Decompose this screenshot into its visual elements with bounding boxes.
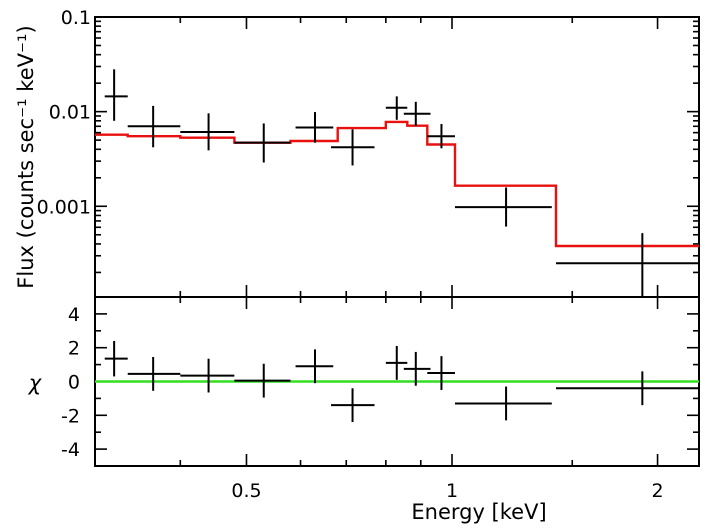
flux-data-point (127, 105, 181, 148)
flux-data-point (403, 101, 431, 126)
x-tick-label: 0.5 (231, 480, 261, 502)
model-step-line (95, 120, 699, 248)
residual-panel: -4 -2 0 2 4 (61, 296, 700, 467)
y-tick-label: 4 (68, 304, 80, 326)
residual-data-point (454, 386, 552, 421)
flux-data-point (295, 112, 334, 143)
chi-axis-label: χ (28, 371, 43, 395)
flux-data-point (331, 129, 375, 166)
residual-data-point (127, 356, 181, 391)
residual-data-point (104, 340, 128, 377)
flux-panel-frame (94, 16, 700, 298)
y-tick-label: -4 (61, 439, 80, 461)
residual-data-point (180, 358, 235, 393)
x-tick-label: 1 (446, 480, 458, 502)
y-tick-label: 0.001 (37, 196, 91, 218)
residual-data-point (295, 349, 334, 384)
residual-data-point (427, 356, 455, 390)
flux-data-point (555, 233, 699, 297)
residual-data-point (234, 363, 291, 398)
energy-axis-label: Energy [keV] (411, 500, 546, 524)
flux-panel: 0.001 0.01 0.1 (37, 7, 700, 298)
y-tick-label: -2 (61, 405, 80, 427)
residual-data-point (403, 351, 431, 386)
y-tick-label: 0.01 (49, 102, 91, 124)
y-tick-label: 0.1 (61, 7, 91, 29)
residual-data-point (331, 388, 375, 423)
flux-data-point (104, 69, 128, 121)
flux-data-point (234, 123, 291, 163)
flux-data-point (180, 113, 235, 151)
flux-data-point (454, 187, 552, 227)
y-tick-label: 0 (68, 372, 80, 394)
y-tick-label: 2 (68, 338, 80, 360)
flux-data-point (385, 96, 408, 120)
flux-axis-label: Flux (counts sec⁻¹ keV⁻¹) (14, 25, 38, 288)
residual-data-point (385, 346, 408, 380)
flux-data-point (427, 124, 455, 149)
x-tick-label: 2 (652, 480, 664, 502)
residual-data-point (555, 371, 699, 406)
